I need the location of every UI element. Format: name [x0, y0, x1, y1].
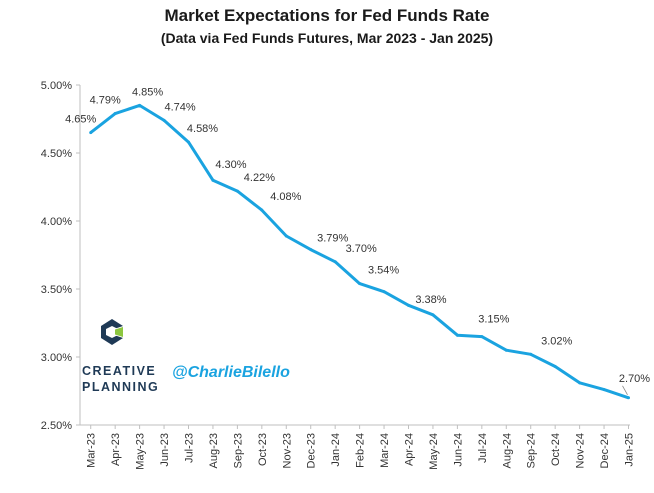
x-tick-label: Dec-23 — [306, 433, 318, 468]
x-tick-label: Feb-24 — [355, 433, 367, 468]
data-label: 4.22% — [244, 172, 275, 184]
data-label: 3.15% — [478, 314, 509, 326]
data-point — [236, 190, 239, 193]
data-label: 4.65% — [65, 114, 96, 126]
x-tick-label: Nov-23 — [281, 433, 293, 468]
data-label: 3.38% — [415, 294, 446, 306]
data-point — [554, 365, 557, 368]
data-label: 4.85% — [132, 86, 163, 98]
x-tick-label: Jul-23 — [184, 433, 196, 463]
x-tick-label: Jan-24 — [330, 433, 342, 467]
y-tick-label: 5.00% — [41, 80, 72, 92]
x-tick-label: Mar-23 — [86, 433, 98, 468]
x-tick-label: Aug-24 — [501, 433, 513, 468]
data-label: 3.02% — [541, 335, 572, 347]
data-point — [578, 381, 581, 384]
x-tick-label: Apr-24 — [404, 433, 416, 466]
data-point — [309, 248, 312, 251]
data-point — [163, 119, 166, 122]
data-label: 3.70% — [346, 243, 377, 255]
data-point — [114, 112, 117, 115]
data-point — [334, 260, 337, 263]
twitter-handle: @CharlieBilello — [172, 364, 290, 381]
x-tick-label: Apr-23 — [110, 433, 122, 466]
data-point — [260, 209, 263, 212]
data-label: 3.79% — [317, 233, 348, 245]
y-tick-label: 3.50% — [41, 284, 72, 296]
x-tick-label: May-23 — [135, 433, 147, 470]
data-point — [505, 349, 508, 352]
data-point — [89, 131, 92, 134]
x-tick-label: Oct-24 — [550, 433, 562, 466]
data-label: 4.74% — [164, 101, 195, 113]
logo-line2: PLANNING — [82, 380, 159, 394]
data-point — [138, 104, 141, 107]
x-tick-label: Nov-24 — [575, 433, 587, 468]
x-tick-label: Mar-24 — [379, 433, 391, 468]
label-leader-line — [623, 386, 628, 395]
data-point — [456, 334, 459, 337]
x-tick-label: Sep-24 — [526, 433, 538, 468]
x-tick-label: Jul-24 — [477, 433, 489, 463]
data-label: 4.79% — [90, 95, 121, 107]
data-point — [383, 290, 386, 293]
data-label: 4.30% — [215, 159, 246, 171]
data-label: 3.54% — [368, 265, 399, 277]
data-point — [358, 282, 361, 285]
logo-line1: CREATIVE — [82, 364, 156, 378]
y-tick-label: 4.50% — [41, 148, 72, 160]
data-point — [187, 141, 190, 144]
data-point — [529, 353, 532, 356]
data-label: 4.08% — [270, 191, 301, 203]
x-tick-label: May-24 — [428, 433, 440, 470]
creative-planning-c-icon — [101, 319, 123, 345]
data-point — [431, 313, 434, 316]
y-tick-label: 4.00% — [41, 216, 72, 228]
x-tick-label: Jun-23 — [159, 433, 171, 467]
data-point — [407, 304, 410, 307]
data-point — [285, 234, 288, 237]
data-point — [480, 335, 483, 338]
data-point — [603, 388, 606, 391]
x-tick-label: Aug-23 — [208, 433, 220, 468]
data-point — [627, 396, 630, 399]
x-tick-label: Oct-23 — [257, 433, 269, 466]
x-tick-label: Jan-25 — [624, 433, 636, 467]
x-tick-label: Dec-24 — [599, 433, 611, 468]
x-tick-label: Sep-23 — [232, 433, 244, 468]
data-label: 4.58% — [187, 123, 218, 135]
x-tick-label: Jun-24 — [452, 433, 464, 467]
data-label: 2.70% — [619, 373, 650, 385]
line-chart: 2.50% 3.00% 3.50% 4.00% 4.50% 5.00% Mar-23 Apr-… — [0, 0, 654, 493]
data-point — [211, 179, 214, 182]
y-tick-label: 2.50% — [41, 420, 72, 432]
y-tick-label: 3.00% — [41, 352, 72, 364]
